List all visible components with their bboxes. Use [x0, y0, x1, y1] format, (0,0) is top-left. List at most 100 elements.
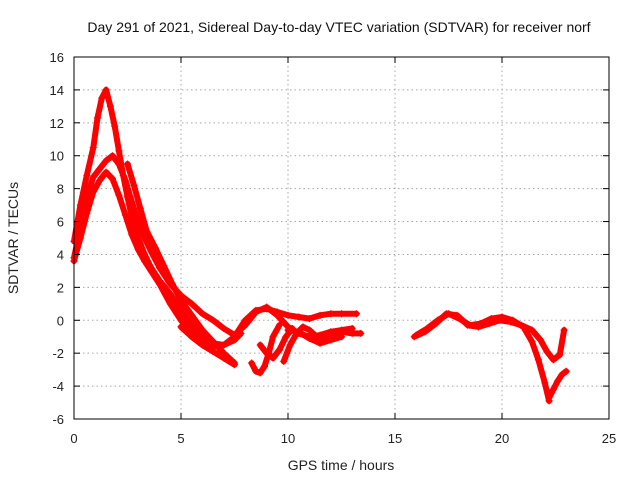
data-point-marker	[89, 173, 97, 181]
data-point-marker	[96, 165, 104, 173]
data-point-marker	[305, 326, 313, 334]
data-point-marker	[263, 305, 271, 313]
data-point-marker	[188, 300, 196, 308]
data-point-marker	[209, 348, 217, 356]
data-point-marker	[143, 227, 151, 235]
series-track-5	[177, 323, 238, 369]
data-point-marker	[177, 306, 185, 314]
data-point-marker	[134, 246, 142, 254]
data-point-marker	[445, 310, 452, 318]
data-point-marker	[98, 94, 106, 102]
y-tick-label: 12	[50, 116, 64, 131]
data-point-marker	[256, 369, 264, 377]
data-point-marker	[220, 341, 228, 349]
y-tick-label: 4	[57, 247, 64, 262]
x-tick-label: 0	[70, 431, 77, 446]
data-point-marker	[434, 316, 442, 324]
data-point-marker	[177, 323, 185, 331]
data-point-marker	[89, 188, 97, 196]
series-track-1	[70, 86, 245, 349]
data-point-marker	[220, 354, 228, 362]
series-line	[178, 323, 238, 368]
x-tick-label: 25	[602, 431, 616, 446]
data-point-marker	[316, 311, 324, 319]
data-point-marker	[76, 234, 84, 242]
data-point-marker	[252, 306, 260, 314]
data-point-marker	[128, 198, 136, 206]
data-point-marker	[147, 247, 155, 255]
data-point-marker	[209, 316, 217, 324]
data-point-marker	[124, 160, 131, 168]
series-line	[257, 325, 296, 362]
data-point-marker	[102, 168, 110, 176]
y-tick-label: -4	[52, 379, 64, 394]
data-point-marker	[295, 328, 303, 336]
data-point-marker	[106, 102, 114, 110]
data-point-marker	[260, 362, 268, 370]
series-line	[71, 86, 244, 348]
data-point-marker	[305, 334, 313, 342]
data-point-marker	[198, 310, 206, 318]
data-point-marker	[327, 336, 335, 344]
data-point-marker	[263, 349, 271, 357]
y-tick-label: 2	[57, 280, 64, 295]
data-point-marker	[412, 331, 420, 339]
series-track-12	[545, 367, 570, 402]
y-tick-label: 6	[57, 215, 64, 230]
data-point-marker	[220, 325, 228, 332]
series-track-4	[124, 160, 238, 367]
data-point-marker	[455, 315, 463, 323]
data-point-marker	[83, 171, 91, 179]
data-point-marker	[177, 297, 185, 305]
data-point-marker	[141, 257, 149, 265]
data-point-marker	[198, 326, 206, 334]
y-tick-label: -6	[52, 412, 64, 427]
data-point-marker	[136, 204, 144, 212]
data-point-marker	[115, 191, 123, 199]
data-point-marker	[102, 157, 110, 165]
x-tick-label: 15	[388, 431, 402, 446]
data-point-marker	[423, 325, 431, 332]
data-point-marker	[121, 176, 129, 184]
x-tick-label: 10	[281, 431, 295, 446]
data-point-marker	[348, 329, 356, 337]
data-point-marker	[554, 377, 562, 385]
data-point-marker	[299, 323, 307, 331]
x-tick-label: 5	[177, 431, 184, 446]
data-point-marker	[188, 321, 196, 329]
data-point-marker	[273, 308, 281, 316]
data-point-marker	[305, 315, 313, 323]
series-track-9	[284, 326, 345, 347]
data-point-marker	[248, 359, 256, 367]
data-point-marker	[109, 152, 117, 160]
data-point-marker	[128, 231, 136, 239]
data-point-marker	[280, 357, 288, 365]
y-tick-label: 0	[57, 313, 64, 328]
tick-layer: -6 -4 -2 0 2 4 6 8 10 12 14 16 0 5 10 15 20 25	[50, 50, 617, 446]
data-point-marker	[231, 361, 238, 369]
plot-frame	[73, 56, 610, 420]
data-point-marker	[549, 385, 557, 393]
data-point-marker	[115, 160, 123, 168]
data-point-marker	[151, 244, 159, 252]
data-point-marker	[121, 211, 129, 219]
data-point-marker	[134, 218, 142, 226]
data-point-marker	[130, 181, 138, 189]
y-tick-label: -2	[52, 346, 64, 361]
y-tick-label: 8	[57, 182, 64, 197]
y-axis-title: SDTVAR / TECUs	[5, 182, 21, 294]
series-track-6	[248, 321, 283, 377]
data-point-marker	[295, 313, 303, 321]
data-point-marker	[528, 326, 536, 334]
data-point-marker	[96, 176, 104, 184]
series-track-11	[412, 310, 553, 405]
x-tick-label: 20	[495, 431, 509, 446]
data-point-marker	[487, 315, 495, 323]
data-point-marker	[160, 262, 168, 270]
y-tick-label: 10	[50, 149, 64, 164]
data-point-marker	[269, 354, 277, 362]
data-point-marker	[327, 310, 335, 318]
data-point-marker	[115, 147, 123, 155]
